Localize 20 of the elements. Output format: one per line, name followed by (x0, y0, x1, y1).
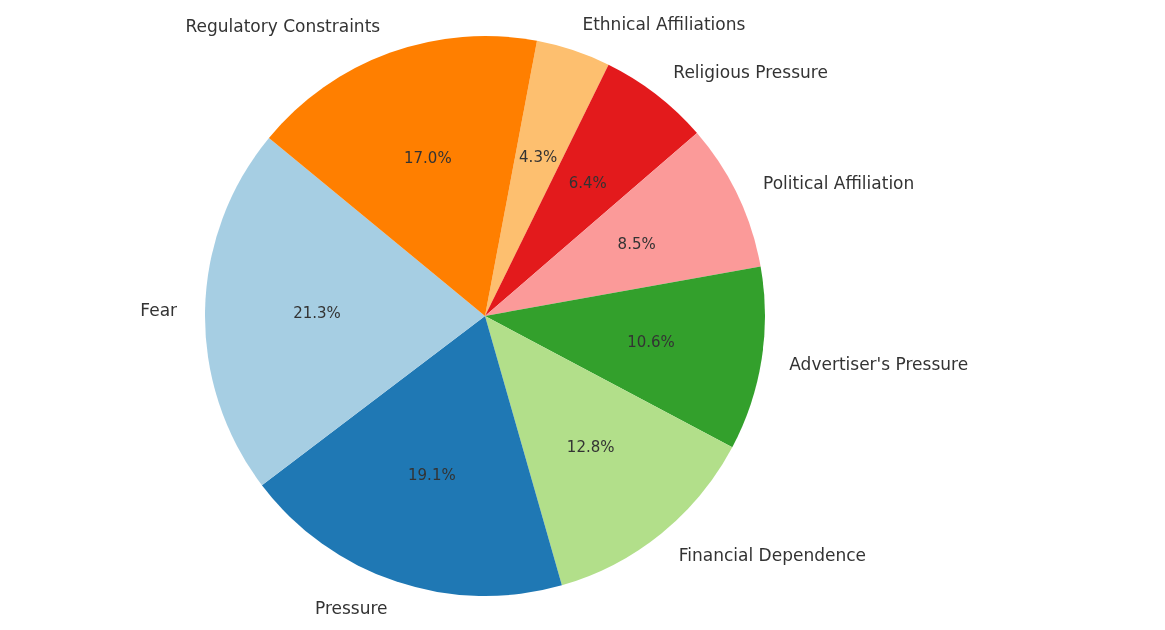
slice-label: Advertiser's Pressure (789, 353, 969, 374)
data-label: 12.8% (566, 437, 615, 456)
slice-label: Ethnical Affiliations (582, 13, 746, 34)
data-label: 19.1% (408, 466, 456, 485)
data-label: 6.4% (568, 174, 607, 193)
data-label: 4.3% (519, 147, 558, 166)
data-label: 21.3% (293, 303, 341, 322)
slice-label: Regulatory Constraints (185, 16, 381, 37)
slice-label: Pressure (314, 598, 388, 619)
data-label: 10.6% (627, 332, 675, 351)
slice-label: Political Affiliation (763, 173, 915, 194)
slice-label: Financial Dependence (678, 545, 866, 566)
slice-label: Religious Pressure (673, 62, 828, 83)
data-label: 17.0% (403, 149, 452, 168)
pie-slice (261, 316, 562, 596)
pie-slice (485, 40, 609, 316)
pie-slice (485, 133, 761, 316)
slice-label: Fear (140, 299, 178, 320)
data-label: 8.5% (617, 234, 656, 253)
pie-slice (205, 137, 485, 486)
